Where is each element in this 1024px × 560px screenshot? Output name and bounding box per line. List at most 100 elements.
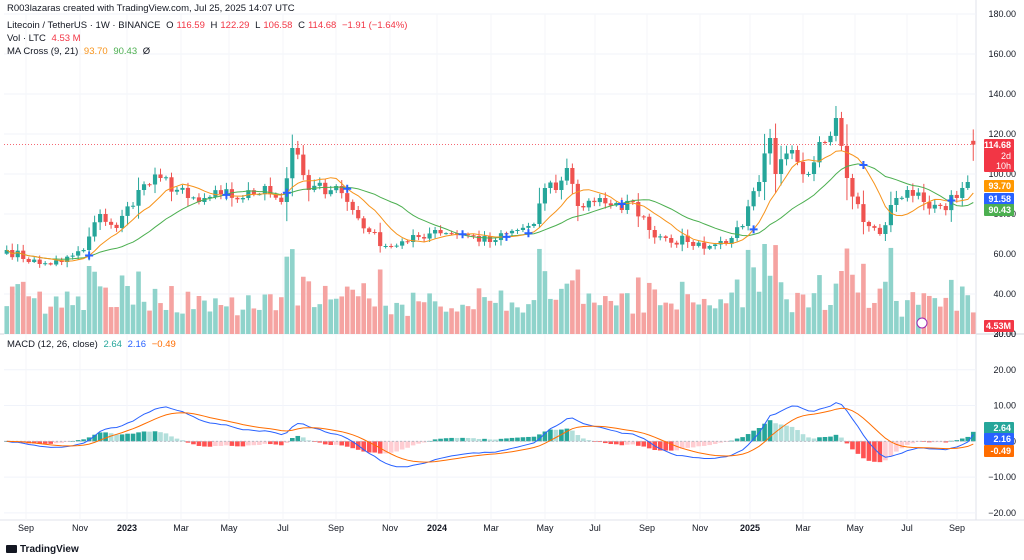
macd-hist-bar	[185, 441, 191, 443]
volume-bar	[707, 305, 712, 334]
created-by-text: R003lazaras created with TradingView.com…	[7, 3, 295, 14]
volume-bar	[921, 293, 927, 334]
macd-hist-bar	[740, 437, 745, 442]
macd-hist-bar	[48, 441, 53, 444]
macd-hist-bar	[954, 440, 960, 442]
candle-body	[273, 194, 278, 198]
macd-hist-bar	[553, 429, 559, 442]
candle-body	[850, 178, 855, 197]
macd-hist-bar	[471, 438, 476, 442]
macd-hist-bar	[515, 437, 520, 442]
ma-cross-marker	[458, 230, 467, 239]
candle-body	[59, 260, 64, 262]
volume-bar	[4, 306, 10, 334]
volume-bar	[641, 312, 647, 334]
ma-cross-marker	[282, 188, 291, 197]
volume-bar	[152, 288, 158, 334]
macd-hist-bar	[570, 430, 575, 442]
candle-body	[438, 230, 443, 234]
time-tick-label: May	[220, 523, 238, 533]
ohlc-open: 116.59	[176, 20, 205, 31]
macd-hist-bar	[701, 441, 707, 446]
candle-body	[537, 203, 542, 224]
macd-tick-label: −10.00	[988, 472, 1016, 482]
macd-hist-bar	[613, 441, 619, 445]
volume-bar	[866, 307, 872, 334]
volume-bar	[48, 306, 53, 334]
macd-hist-bar	[75, 440, 81, 442]
ohlc-change: −1.91 (−1.64%)	[341, 20, 408, 31]
volume-bar	[811, 293, 817, 334]
candle-body	[943, 206, 948, 211]
macd-hist-bar	[240, 441, 246, 447]
volume-bar	[493, 302, 498, 334]
macd-hist-bar	[927, 441, 932, 443]
volume-bar	[125, 286, 130, 334]
axis-price-label: -0.49	[984, 445, 1014, 457]
candle-body	[586, 200, 591, 208]
volume-bar	[487, 300, 493, 334]
candle-body	[658, 236, 663, 238]
price-tick-label: 140.00	[988, 89, 1016, 99]
ma-slow-line	[6, 163, 974, 260]
macd-hist-bar	[410, 441, 416, 446]
macd-hist-bar	[899, 441, 905, 449]
axis-price-label: 2.64	[984, 422, 1014, 434]
macd-hist-bar	[970, 431, 976, 442]
volume-bar	[586, 293, 592, 334]
candle-body	[696, 242, 701, 246]
volume-bar	[712, 308, 718, 334]
volume-bar	[800, 294, 806, 334]
volume-bar	[520, 312, 526, 334]
macd-hist-bar	[509, 437, 515, 442]
candle-body	[301, 154, 306, 176]
macd-hist-bar	[778, 424, 784, 442]
candle-body	[389, 246, 394, 247]
macd-hist-bar	[734, 438, 740, 442]
volume-bar	[542, 271, 548, 334]
candle-body	[762, 153, 767, 182]
macd-hist-bar	[125, 433, 130, 442]
candle-body	[575, 183, 580, 206]
macd-hist-bar	[597, 441, 603, 443]
volume-bar	[696, 304, 701, 334]
volume-bar	[937, 306, 943, 334]
volume-bar	[15, 284, 21, 334]
volume-bar	[284, 256, 290, 334]
macd-hist-bar	[262, 441, 268, 444]
macd-legend: MACD (12, 26, close) 2.64 2.16 −0.49	[7, 339, 179, 350]
volume-bar	[646, 282, 652, 334]
axis-price-label: 4.53M	[984, 320, 1014, 332]
candle-body	[916, 192, 921, 196]
macd-hist-bar	[559, 429, 564, 442]
candle-body	[861, 204, 866, 222]
candle-body	[262, 186, 267, 195]
volume-bar	[130, 304, 136, 334]
candle-body	[767, 138, 773, 154]
volume-bar	[745, 249, 751, 334]
macd-hist-bar	[789, 426, 795, 442]
volume-bar	[169, 286, 174, 334]
macd-hist-bar	[405, 441, 410, 448]
volume-bar	[883, 281, 888, 334]
candle-body	[103, 214, 108, 222]
volume-bar	[471, 309, 476, 334]
candle-body	[152, 174, 158, 185]
macd-hist-bar	[635, 441, 641, 446]
macd-hist-bar	[268, 441, 273, 445]
macd-hist-bar	[328, 441, 334, 446]
candle-body	[163, 177, 169, 179]
volume-bar	[207, 311, 213, 334]
volume-bar	[427, 293, 432, 334]
macd-hist-bar	[718, 441, 723, 443]
macd-hist-bar	[800, 434, 806, 442]
macd-hist-bar	[712, 441, 718, 445]
candle-body	[509, 230, 515, 234]
macd-hist-bar	[213, 441, 218, 447]
price-tick-label: 180.00	[988, 9, 1016, 19]
volume-bar	[773, 245, 778, 334]
volume-bar	[257, 309, 262, 334]
macd-hist-bar	[548, 429, 553, 442]
candle-body	[43, 263, 48, 265]
